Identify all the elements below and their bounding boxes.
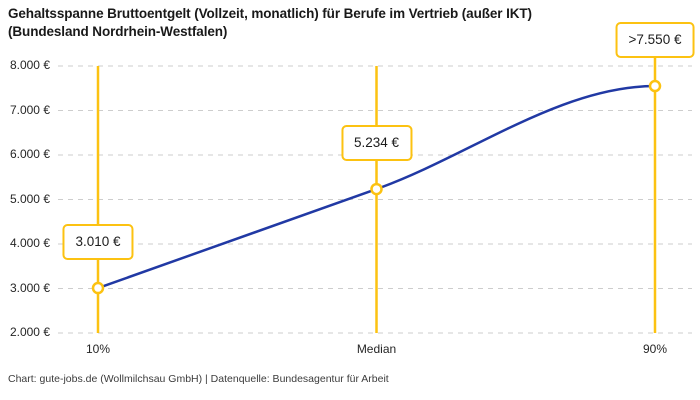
x-axis-label: 90% [642, 342, 668, 356]
y-axis-tick-label: 8.000 € [9, 58, 50, 72]
y-axis-tick-label: 5.000 € [9, 191, 50, 206]
value-label-box: >7.550 € [615, 22, 695, 59]
source-attribution: Chart: gute-jobs.de (Wollmilchsau GmbH) … [8, 373, 389, 385]
y-axis-tick-label: 2.000 € [9, 325, 50, 339]
data-point-90% [648, 79, 662, 93]
x-axis-label: Median [356, 342, 397, 356]
value-label-box: 3.010 € [62, 224, 134, 261]
y-axis-tick-label: 3.000 € [9, 280, 50, 295]
data-point-Median [370, 182, 383, 196]
x-axis-label: 10% [85, 342, 111, 356]
value-label-box: 5.234 € [340, 125, 413, 162]
data-point-10% [91, 281, 105, 295]
salary-curve [96, 84, 657, 290]
chart-title: Gehaltsspanne Bruttoentgelt (Vollzeit, m… [8, 6, 532, 39]
y-axis-tick-label: 7.000 € [9, 102, 50, 117]
y-axis-tick-label: 4.000 € [9, 236, 50, 250]
y-axis-tick-label: 6.000 € [9, 147, 50, 161]
